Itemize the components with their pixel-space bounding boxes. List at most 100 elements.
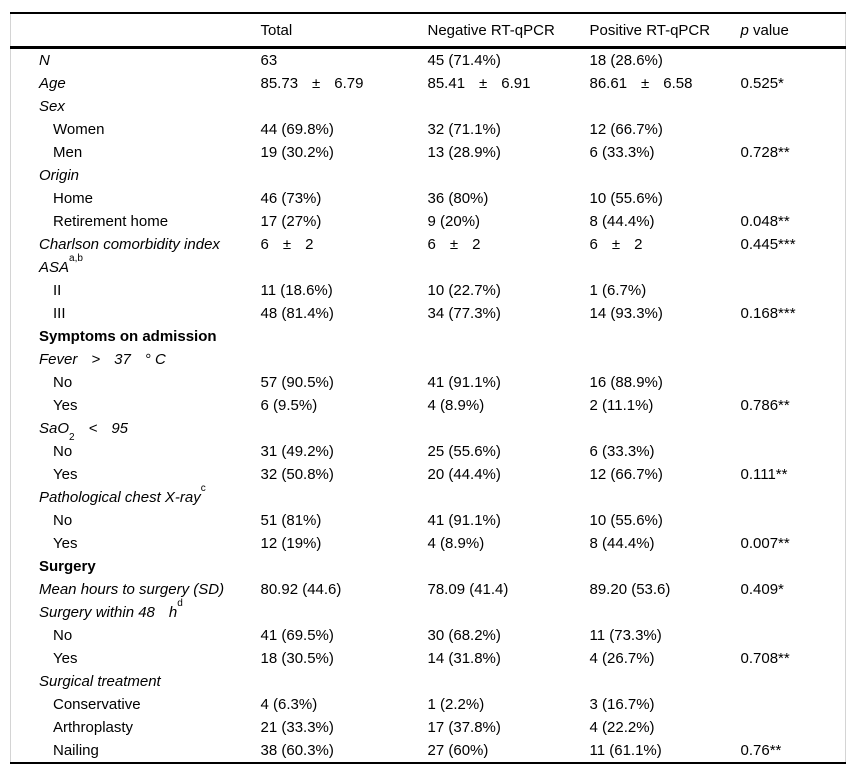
data-cell: 3 (16.7%) [589, 696, 655, 713]
row-label: No [53, 443, 73, 460]
data-cell: 4 (8.9%) [427, 397, 485, 414]
data-cell [428, 164, 590, 187]
data-cell: 30 (68.2%) [427, 627, 501, 644]
data-table: Total Negative RT-qPCR Positive RT-qPCR p v… [10, 12, 846, 764]
data-cell: 36 (80%) [427, 190, 489, 207]
italic-segment: p [740, 21, 749, 39]
data-cell: 4 (8.9%) [427, 535, 485, 552]
table-row: No 57 (90.5%) 41 (91.1%) 16 (88.9%) [11, 371, 846, 394]
p-value-cell [741, 371, 846, 394]
p-value-cell: 0.168*** [740, 305, 796, 322]
data-cell: 45 (71.4%) [427, 52, 501, 69]
table-row: Home 46 (73%) 36 (80%) 10 (55.6%) [11, 187, 846, 210]
data-cell: 78.09 (41.4) [427, 581, 509, 598]
p-value-cell [741, 164, 846, 187]
p-value-cell [741, 95, 846, 118]
data-cell: 21 (33.3%) [260, 719, 334, 736]
row-label: Nailing [53, 742, 99, 759]
p-value-cell [741, 601, 846, 624]
p-value-cell [741, 693, 846, 716]
table-row: Symptoms on admission [11, 325, 846, 348]
data-cell: 8 (44.4%) [589, 213, 655, 230]
p-value-cell [741, 48, 846, 73]
table-row: Yes 6 (9.5%) 4 (8.9%) 2 (11.1%) 0.786** [11, 394, 846, 417]
row-label: Men [53, 144, 83, 161]
p-value-cell: 0.007** [740, 535, 790, 552]
data-cell [428, 670, 590, 693]
table-row: Sex [11, 95, 846, 118]
data-cell [261, 164, 428, 187]
data-cell: 6 ±2 [427, 236, 481, 253]
data-cell: 10 (55.6%) [589, 190, 663, 207]
header-corner [11, 13, 261, 48]
p-value-cell [741, 118, 846, 141]
row-label: III [53, 305, 66, 322]
row-label: Surgery within 48 hd [39, 598, 183, 621]
subscript: 2 [69, 432, 75, 443]
data-cell [428, 486, 590, 509]
data-cell: 6 (33.3%) [589, 144, 655, 161]
data-cell [590, 348, 741, 371]
table-row: No 51 (81%) 41 (91.1%) 10 (55.6%) [11, 509, 846, 532]
row-label: Retirement home [53, 213, 169, 230]
p-value-cell: 0.409* [740, 581, 784, 598]
data-cell [261, 601, 428, 624]
data-cell: 11 (61.1%) [589, 742, 662, 759]
data-cell [590, 164, 741, 187]
data-cell: 41 (91.1%) [427, 374, 501, 391]
data-cell [590, 256, 741, 279]
data-cell: 38 (60.3%) [260, 742, 334, 759]
row-label: Surgery [39, 558, 96, 575]
data-cell [590, 670, 741, 693]
data-cell [428, 555, 590, 578]
data-cell: 11 (73.3%) [589, 627, 662, 644]
data-cell: 63 [260, 52, 278, 69]
data-cell: 48 (81.4%) [260, 305, 334, 322]
row-label: Charlson comorbidity index [39, 236, 220, 253]
row-label: Yes [53, 466, 78, 483]
data-cell: 12 (19%) [260, 535, 322, 552]
data-cell: 80.92 (44.6) [260, 581, 342, 598]
superscript-note: a,b [69, 253, 83, 264]
table-row: SaO2< 95 [11, 417, 846, 443]
p-value-cell [741, 325, 846, 348]
data-cell: 14 (31.8%) [427, 650, 501, 667]
table-row: II 11 (18.6%) 10 (22.7%) 1 (6.7%) [11, 279, 846, 302]
row-label: Origin [39, 167, 80, 184]
column-header: p value [740, 21, 789, 39]
data-cell: 8 (44.4%) [589, 535, 655, 552]
p-value-cell [741, 670, 846, 693]
row-label: Home [53, 190, 94, 207]
data-cell: 6 (33.3%) [589, 443, 655, 460]
table-row: III 48 (81.4%) 34 (77.3%) 14 (93.3%) 0.168**… [11, 302, 846, 325]
row-label: No [53, 627, 73, 644]
row-label: Conservative [53, 696, 141, 713]
data-cell: 25 (55.6%) [427, 443, 501, 460]
table-row: N 63 45 (71.4%) 18 (28.6%) [11, 48, 846, 73]
data-cell [428, 325, 590, 348]
p-value-cell: 0.525* [740, 75, 784, 92]
p-value-cell [741, 440, 846, 463]
table-row: ASAa,b [11, 253, 846, 279]
p-value-cell [741, 555, 846, 578]
p-value-cell [741, 187, 846, 210]
superscript-note: c [200, 483, 206, 494]
data-cell: 6 (9.5%) [260, 397, 318, 414]
row-label: SaO2< 95 [39, 420, 129, 443]
row-label: Age [39, 75, 66, 92]
table-row: Conservative 4 (6.3%) 1 (2.2%) 3 (16.7%) [11, 693, 846, 716]
data-cell: 89.20 (53.6) [589, 581, 671, 598]
table-row: Yes 32 (50.8%) 20 (44.4%) 12 (66.7%) 0.111** [11, 463, 846, 486]
table-row: Retirement home 17 (27%) 9 (20%) 8 (44.4%) 0… [11, 210, 846, 233]
p-value-cell [741, 509, 846, 532]
row-label: No [53, 512, 73, 529]
data-cell: 18 (30.5%) [260, 650, 334, 667]
column-header: Negative RT-qPCR [427, 21, 555, 39]
data-cell: 10 (22.7%) [427, 282, 501, 299]
data-cell [261, 348, 428, 371]
data-cell: 31 (49.2%) [260, 443, 334, 460]
row-label: Symptoms on admission [39, 328, 217, 345]
table-row: Age 85.73 ±6.79 85.41 ±6.91 86.61 ±6.58 0.525* [11, 72, 846, 95]
data-cell: 18 (28.6%) [589, 52, 663, 69]
p-value-cell [741, 348, 846, 371]
